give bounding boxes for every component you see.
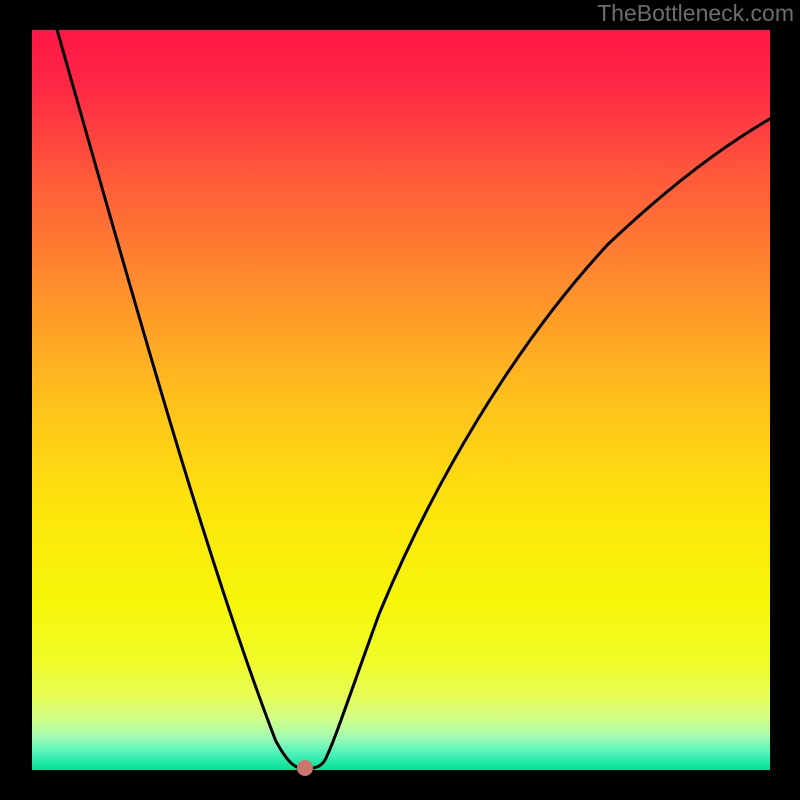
bottleneck-curve xyxy=(32,30,770,770)
curve-path xyxy=(57,30,770,769)
plot-area xyxy=(32,30,770,770)
minimum-marker xyxy=(297,760,313,776)
bottleneck-chart: TheBottleneck.com xyxy=(0,0,800,800)
watermark-text: TheBottleneck.com xyxy=(597,0,794,27)
